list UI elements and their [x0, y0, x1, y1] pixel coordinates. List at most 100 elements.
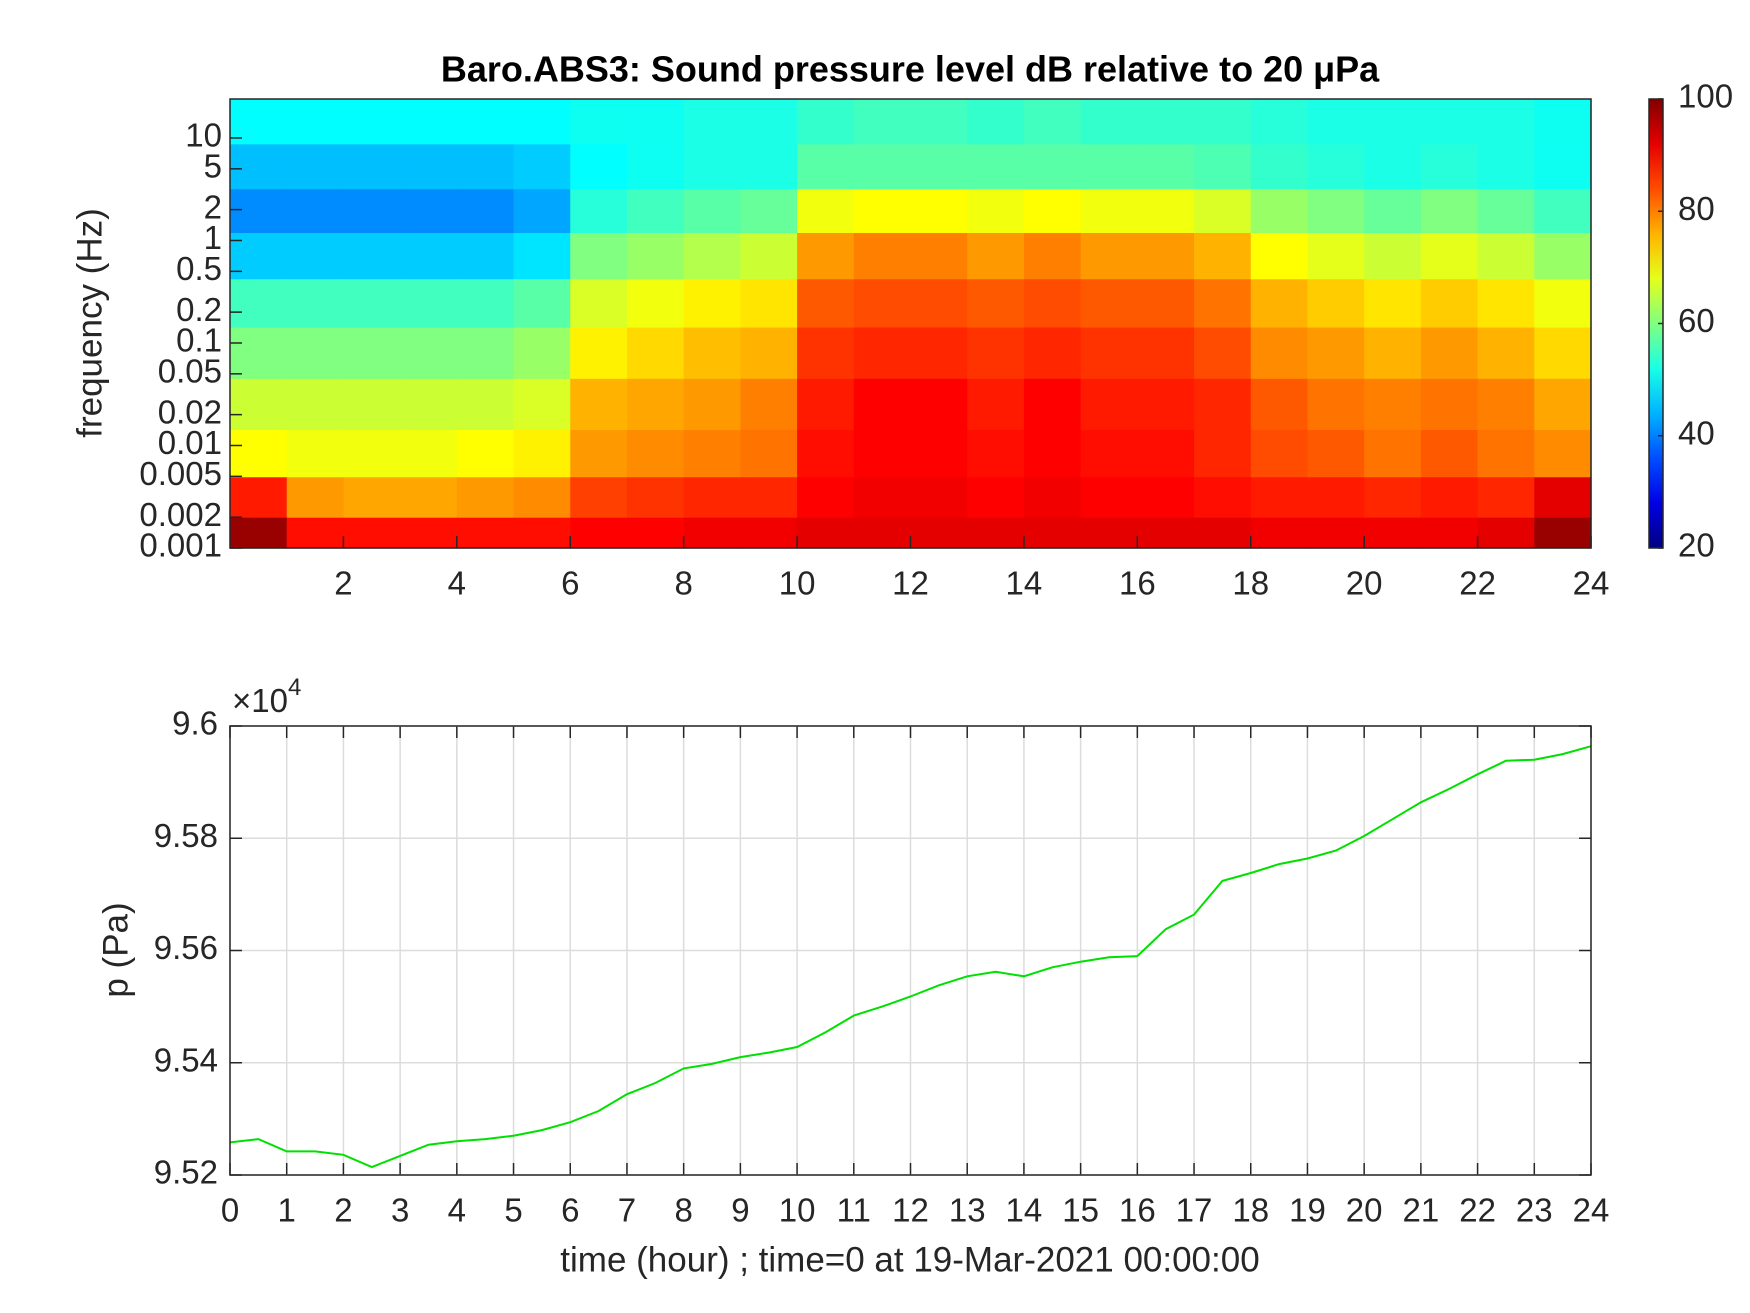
colorbar-tick-label: 100: [1678, 78, 1733, 115]
heatmap-cell: [1137, 144, 1195, 190]
heatmap-cell: [343, 99, 401, 145]
heatmap-cell: [570, 430, 628, 478]
heatmap-cell: [797, 99, 855, 145]
heatmap-cell: [740, 477, 798, 519]
heatmap-cell: [513, 327, 571, 380]
y-tick-label: 0.002: [139, 496, 222, 533]
heatmap-cell: [456, 477, 515, 519]
heatmap-cell: [343, 232, 401, 280]
x-tick-label: 22: [1459, 1192, 1496, 1229]
heatmap-cell: [1477, 144, 1535, 190]
heatmap-cell: [1477, 99, 1535, 145]
x-tick-label: 19: [1289, 1192, 1326, 1229]
heatmap-cell: [626, 99, 685, 145]
heatmap-cell: [456, 430, 515, 478]
x-tick-label: 17: [1176, 1192, 1213, 1229]
heatmap-cell: [343, 517, 401, 549]
heatmap-cell: [1194, 430, 1252, 478]
heatmap-cell: [797, 477, 855, 519]
heatmap-cell: [286, 430, 345, 478]
y-tick-label: 0.5: [176, 250, 222, 287]
heatmap-cell: [967, 477, 1025, 519]
heatmap-cell: [286, 99, 345, 145]
heatmap-cell: [910, 279, 968, 329]
x-tick-label: 24: [1573, 565, 1610, 602]
heatmap-cell: [1477, 477, 1535, 519]
heatmap-cell: [683, 232, 741, 280]
heatmap-cell: [456, 99, 515, 145]
heatmap-cell: [1534, 327, 1592, 380]
heatmap-cell: [230, 378, 288, 431]
colorbar-tick-label: 20: [1678, 527, 1715, 564]
heatmap-cell: [1534, 517, 1592, 549]
heatmap-cell: [626, 189, 685, 234]
heatmap-cell: [683, 430, 741, 478]
heatmap-cell: [797, 378, 855, 431]
heatmap-cell: [1023, 477, 1082, 519]
heatmap-cell: [1534, 99, 1592, 145]
heatmap-cell: [343, 189, 401, 234]
heatmap-cell: [1023, 189, 1082, 234]
heatmap-cell: [1307, 477, 1365, 519]
x-tick-label: 2: [334, 1192, 352, 1229]
heatmap-cell: [910, 477, 968, 519]
heatmap-cell: [286, 327, 345, 380]
colorbar-tick-label: 40: [1678, 414, 1715, 451]
heatmap-cell: [853, 430, 912, 478]
heatmap-cell: [343, 279, 401, 329]
heatmap-cell: [1364, 327, 1422, 380]
heatmap-cell: [853, 517, 912, 549]
heatmap-cell: [683, 99, 741, 145]
heatmap-cell: [910, 327, 968, 380]
heatmap-cell: [1137, 327, 1195, 380]
heatmap-cell: [456, 327, 515, 380]
heatmap-cell: [967, 232, 1025, 280]
heatmap-cell: [683, 144, 741, 190]
heatmap-cell: [1137, 477, 1195, 519]
heatmap-cell: [1307, 279, 1365, 329]
heatmap-cell: [1080, 144, 1138, 190]
heatmap-cell: [910, 99, 968, 145]
heatmap-cell: [853, 279, 912, 329]
heatmap-cell: [683, 517, 741, 549]
x-tick-label: 4: [448, 1192, 466, 1229]
heatmap-cell: [1194, 327, 1252, 380]
heatmap-cell: [1250, 477, 1309, 519]
x-tick-label: 3: [391, 1192, 409, 1229]
x-tick-label: 16: [1119, 1192, 1156, 1229]
x-tick-label: 6: [561, 565, 579, 602]
heatmap-cell: [286, 279, 345, 329]
heatmap-cell: [967, 327, 1025, 380]
heatmap-cell: [286, 189, 345, 234]
heatmap-cell: [1364, 517, 1422, 549]
x-tick-label: 14: [1006, 1192, 1043, 1229]
heatmap-cell: [1477, 327, 1535, 380]
heatmap-cell: [1420, 144, 1479, 190]
heatmap-cell: [853, 99, 912, 145]
heatmap-cell: [1194, 279, 1252, 329]
heatmap-cell: [400, 327, 458, 380]
heatmap-cell: [286, 378, 345, 431]
heatmap-cell: [230, 279, 288, 329]
heatmap-cell: [740, 144, 798, 190]
heatmap-cell: [1534, 279, 1592, 329]
heatmap-cell: [967, 279, 1025, 329]
heatmap-cell: [1194, 232, 1252, 280]
heatmap-cell: [230, 477, 288, 519]
x-tick-label: 20: [1346, 565, 1383, 602]
heatmap-cell: [910, 517, 968, 549]
heatmap-cell: [1080, 189, 1138, 234]
heatmap-cell: [286, 477, 345, 519]
heatmap-cell: [1194, 99, 1252, 145]
heatmap-cell: [797, 279, 855, 329]
heatmap-cell: [1023, 144, 1082, 190]
heatmap-cell: [1420, 232, 1479, 280]
heatmap-cell: [683, 378, 741, 431]
heatmap-cell: [1250, 144, 1309, 190]
heatmap-cell: [513, 517, 571, 549]
x-axis-label: time (hour) ; time=0 at 19-Mar-2021 00:0…: [560, 1240, 1259, 1279]
heatmap-cell: [1307, 144, 1365, 190]
heatmap-cell: [740, 232, 798, 280]
heatmap-cell: [967, 517, 1025, 549]
heatmap-cell: [1534, 378, 1592, 431]
